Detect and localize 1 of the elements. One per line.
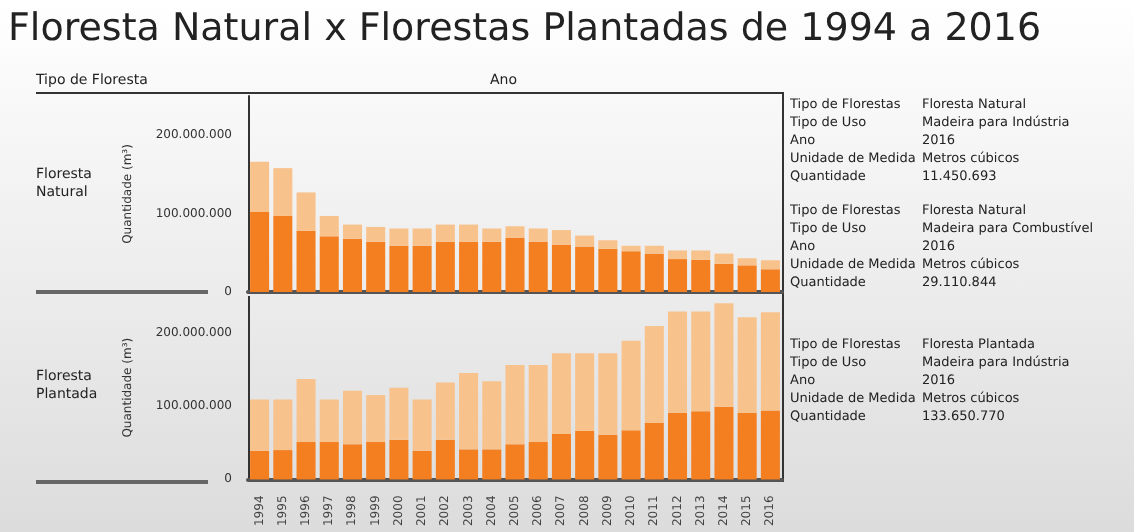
chart-title: Floresta Natural x Florestas Plantadas de 1994 a 2016 xyxy=(8,6,1042,50)
